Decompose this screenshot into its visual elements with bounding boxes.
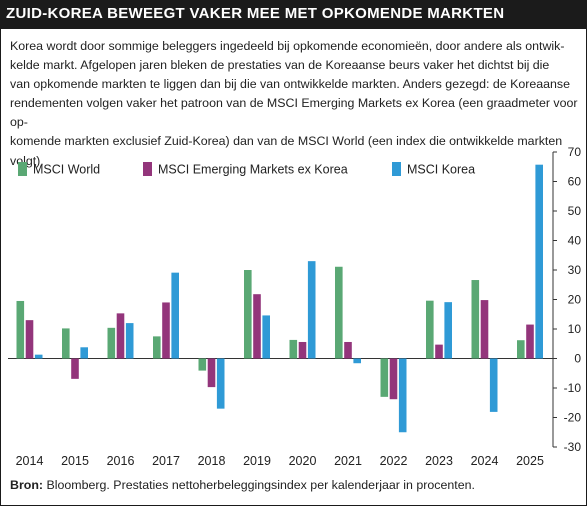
bar xyxy=(344,341,352,359)
bar xyxy=(207,358,216,388)
bar xyxy=(535,164,543,359)
x-tick-label: 2023 xyxy=(425,454,453,468)
bar xyxy=(398,358,407,433)
intro-line: van opkomende markten te liggen dan bij … xyxy=(10,77,570,92)
bar xyxy=(262,315,270,359)
y-tick-label: 20 xyxy=(568,293,582,307)
chart-title: ZUID-KOREA BEWEEGT VAKER MEE MET OPKOMEN… xyxy=(6,5,505,22)
bar xyxy=(80,347,88,359)
intro-line: kelde markt. Afgelopen jaren bleken de p… xyxy=(10,58,550,73)
bar xyxy=(471,280,480,359)
bar xyxy=(16,300,25,359)
bar xyxy=(380,358,389,397)
intro-line: Korea wordt door sommige beleggers inged… xyxy=(10,39,565,53)
bar xyxy=(517,340,525,359)
bar xyxy=(389,358,398,400)
bar xyxy=(335,266,343,359)
y-tick-label: 10 xyxy=(568,322,582,336)
bar xyxy=(162,302,170,359)
bar xyxy=(25,320,34,359)
bar xyxy=(198,358,207,371)
y-tick-label: 70 xyxy=(568,145,582,159)
legend-label: MSCI Korea xyxy=(407,163,475,177)
x-tick-label: 2022 xyxy=(380,454,408,468)
y-tick-label: -20 xyxy=(564,411,582,425)
bar xyxy=(426,300,434,359)
source-label: Bron: xyxy=(10,478,44,492)
x-tick-label: 2015 xyxy=(61,454,89,468)
bar-chart: 70 60 50 40 30 20 10 0 -10 -20 -30 2014 2015 2016 2017… xyxy=(8,145,582,468)
bar xyxy=(353,358,361,364)
x-tick-label: 2014 xyxy=(16,454,44,468)
x-tick-label: 2025 xyxy=(516,454,544,468)
x-tick-label: 2019 xyxy=(243,454,271,468)
bar xyxy=(107,327,116,359)
y-tick-label: 30 xyxy=(568,263,582,277)
legend-label: MSCI Emerging Markets ex Korea xyxy=(158,163,348,177)
bar xyxy=(526,324,534,359)
bar xyxy=(34,354,43,359)
y-tick-label: 60 xyxy=(568,175,582,189)
bar xyxy=(153,336,161,359)
bar xyxy=(435,344,443,359)
bar xyxy=(307,261,316,359)
bar xyxy=(244,270,252,359)
bar xyxy=(253,294,261,359)
x-tick-label: 2020 xyxy=(289,454,317,468)
y-tick-label: -30 xyxy=(564,440,582,454)
x-tick-label: 2018 xyxy=(198,454,226,468)
title-bar: ZUID-KOREA BEWEEGT VAKER MEE MET OPKOMEN… xyxy=(0,0,587,29)
bar xyxy=(480,300,489,359)
source-note: Bron: Bloomberg. Prestaties nettoherbele… xyxy=(10,478,475,492)
y-tick-label: 0 xyxy=(574,352,581,366)
bar xyxy=(289,339,298,359)
x-tick-label: 2024 xyxy=(471,454,499,468)
bar xyxy=(489,358,498,412)
y-tick-label: 50 xyxy=(568,204,582,218)
bar xyxy=(62,328,70,359)
y-tick-label: -10 xyxy=(564,381,582,395)
bar xyxy=(216,358,225,409)
bar xyxy=(171,272,179,359)
x-tick-label: 2017 xyxy=(152,454,180,468)
legend-label: MSCI World xyxy=(33,163,100,177)
x-tick-label: 2016 xyxy=(107,454,135,468)
source-text: Bloomberg. Prestaties nettoherbeleggings… xyxy=(46,478,475,492)
legend-swatch xyxy=(143,162,152,176)
bar xyxy=(116,313,125,359)
x-tick-label: 2021 xyxy=(334,454,362,468)
bar xyxy=(125,323,134,359)
bar xyxy=(71,358,79,379)
legend-swatch xyxy=(392,162,401,176)
intro-line: rendementen volgen vaker het patroon van… xyxy=(10,96,578,130)
y-tick-label: 40 xyxy=(568,234,582,248)
legend-swatch xyxy=(18,162,27,176)
bar xyxy=(298,341,307,359)
bar xyxy=(444,302,452,359)
